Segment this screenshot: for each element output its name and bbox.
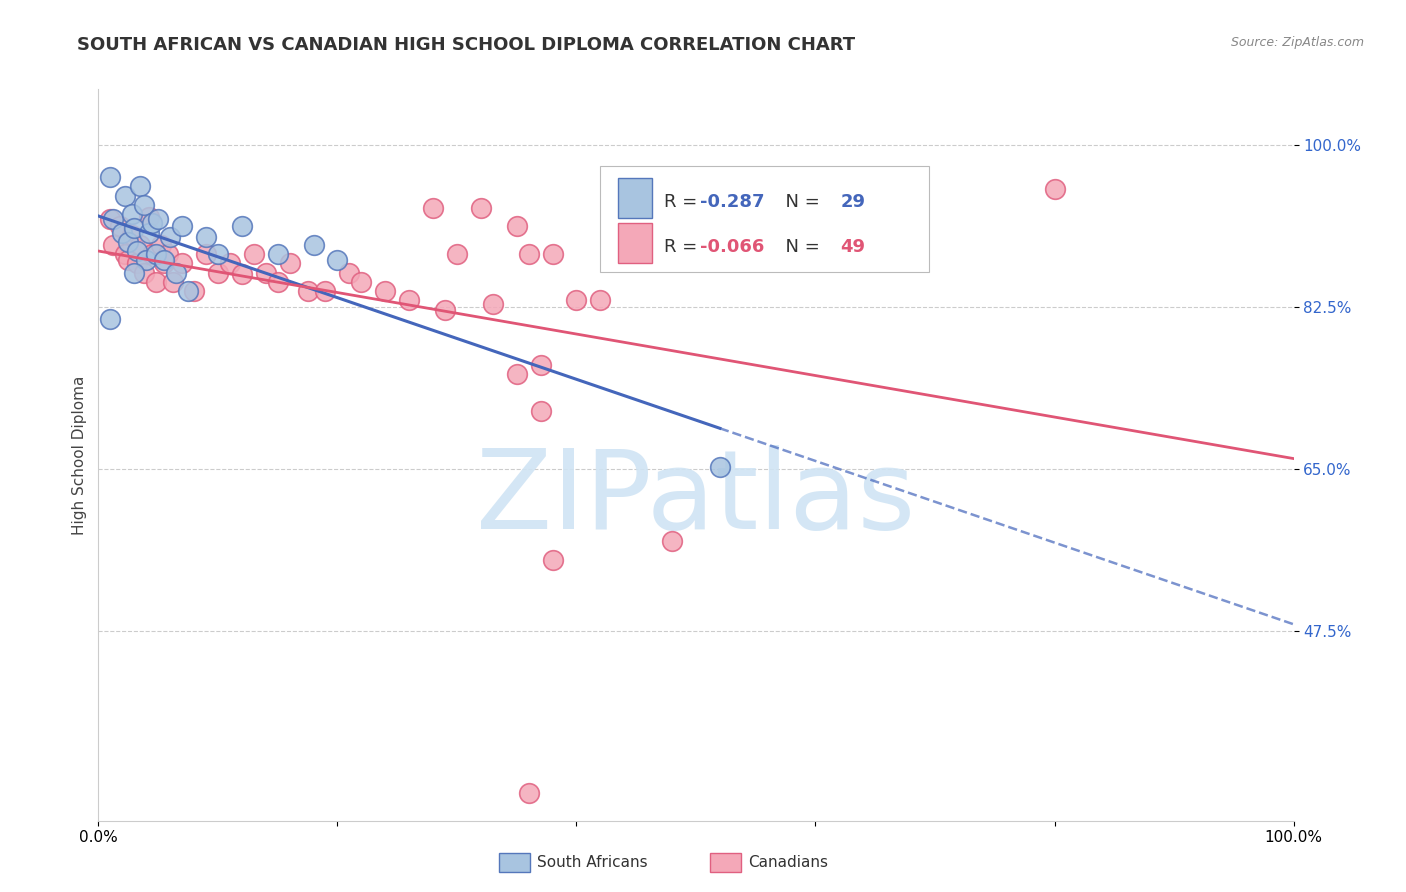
Point xyxy=(101,237,124,252)
Point xyxy=(138,226,160,240)
Text: N =: N = xyxy=(773,237,825,256)
Point xyxy=(145,247,167,261)
Point xyxy=(446,247,468,261)
Point xyxy=(517,786,540,800)
Point xyxy=(135,253,157,268)
Point xyxy=(98,170,122,185)
Point xyxy=(297,284,319,298)
Point xyxy=(267,275,290,289)
Point xyxy=(267,247,290,261)
Text: SOUTH AFRICAN VS CANADIAN HIGH SCHOOL DIPLOMA CORRELATION CHART: SOUTH AFRICAN VS CANADIAN HIGH SCHOOL DI… xyxy=(77,36,855,54)
Text: R =: R = xyxy=(664,237,703,256)
Point xyxy=(231,219,253,234)
Point xyxy=(124,266,146,280)
Text: South Africans: South Africans xyxy=(537,855,648,870)
Point xyxy=(159,230,181,244)
Point xyxy=(138,210,160,224)
Text: Canadians: Canadians xyxy=(748,855,828,870)
Point xyxy=(162,275,184,289)
Point xyxy=(422,201,444,215)
Point xyxy=(530,404,553,418)
Point xyxy=(114,188,136,202)
Point xyxy=(278,256,301,270)
Point xyxy=(111,226,134,240)
Point xyxy=(183,284,205,298)
Point xyxy=(207,266,229,280)
Point xyxy=(481,297,505,311)
Point xyxy=(177,284,200,298)
Point xyxy=(565,293,588,308)
Point xyxy=(1043,182,1066,196)
Point xyxy=(231,268,253,282)
Point xyxy=(326,253,349,268)
Point xyxy=(141,247,163,261)
Point xyxy=(254,266,277,280)
FancyBboxPatch shape xyxy=(619,178,652,219)
Point xyxy=(315,284,337,298)
Point xyxy=(374,284,396,298)
Point xyxy=(156,247,179,261)
Point xyxy=(219,256,242,270)
Point xyxy=(434,302,457,317)
Point xyxy=(132,266,155,280)
Point xyxy=(398,293,420,308)
Text: 29: 29 xyxy=(841,194,866,211)
Point xyxy=(243,247,266,261)
Point xyxy=(125,256,148,270)
Point xyxy=(530,358,553,372)
Point xyxy=(195,247,218,261)
Point xyxy=(302,237,325,252)
Point xyxy=(339,266,361,280)
Point xyxy=(589,293,612,308)
Point xyxy=(101,211,124,226)
Point xyxy=(98,311,122,326)
Point xyxy=(145,275,167,289)
Point xyxy=(141,217,163,231)
Point xyxy=(124,221,146,235)
Text: ZIPatlas: ZIPatlas xyxy=(477,445,915,552)
Point xyxy=(129,179,152,194)
Point xyxy=(517,247,540,261)
Text: -0.287: -0.287 xyxy=(700,194,763,211)
Point xyxy=(98,211,122,226)
Text: N =: N = xyxy=(773,194,825,211)
Point xyxy=(114,247,136,261)
Point xyxy=(506,219,529,234)
Point xyxy=(165,266,187,280)
Point xyxy=(153,253,176,268)
Point xyxy=(125,244,148,259)
Text: R =: R = xyxy=(664,194,703,211)
Text: 49: 49 xyxy=(841,237,866,256)
Point xyxy=(350,275,373,289)
Point xyxy=(195,230,218,244)
Point xyxy=(129,237,152,252)
Point xyxy=(121,228,143,243)
FancyBboxPatch shape xyxy=(619,222,652,263)
Point xyxy=(117,235,139,249)
Point xyxy=(506,368,529,382)
Point xyxy=(108,219,131,234)
Y-axis label: High School Diploma: High School Diploma xyxy=(72,376,87,534)
Point xyxy=(541,552,564,566)
Point xyxy=(149,237,172,252)
Point xyxy=(153,256,176,270)
FancyBboxPatch shape xyxy=(600,166,929,272)
Point xyxy=(541,247,564,261)
Point xyxy=(132,198,155,212)
Text: -0.066: -0.066 xyxy=(700,237,763,256)
Point xyxy=(117,253,139,268)
Point xyxy=(661,534,683,549)
Point xyxy=(709,459,731,474)
Text: Source: ZipAtlas.com: Source: ZipAtlas.com xyxy=(1230,36,1364,49)
Point xyxy=(470,201,492,215)
Point xyxy=(121,207,143,221)
Point xyxy=(148,211,170,226)
Point xyxy=(172,219,194,234)
Point xyxy=(207,247,229,261)
Point xyxy=(172,256,194,270)
